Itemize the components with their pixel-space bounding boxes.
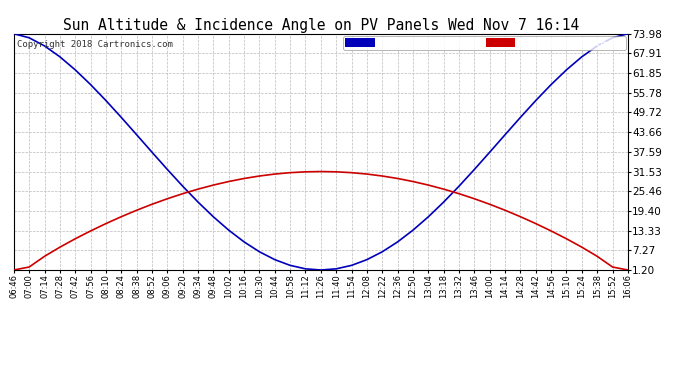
Legend: Incident (Angle °), Altitude (Angle °): Incident (Angle °), Altitude (Angle °): [344, 36, 626, 50]
Text: Copyright 2018 Cartronics.com: Copyright 2018 Cartronics.com: [17, 40, 172, 49]
Title: Sun Altitude & Incidence Angle on PV Panels Wed Nov 7 16:14: Sun Altitude & Incidence Angle on PV Pan…: [63, 18, 579, 33]
